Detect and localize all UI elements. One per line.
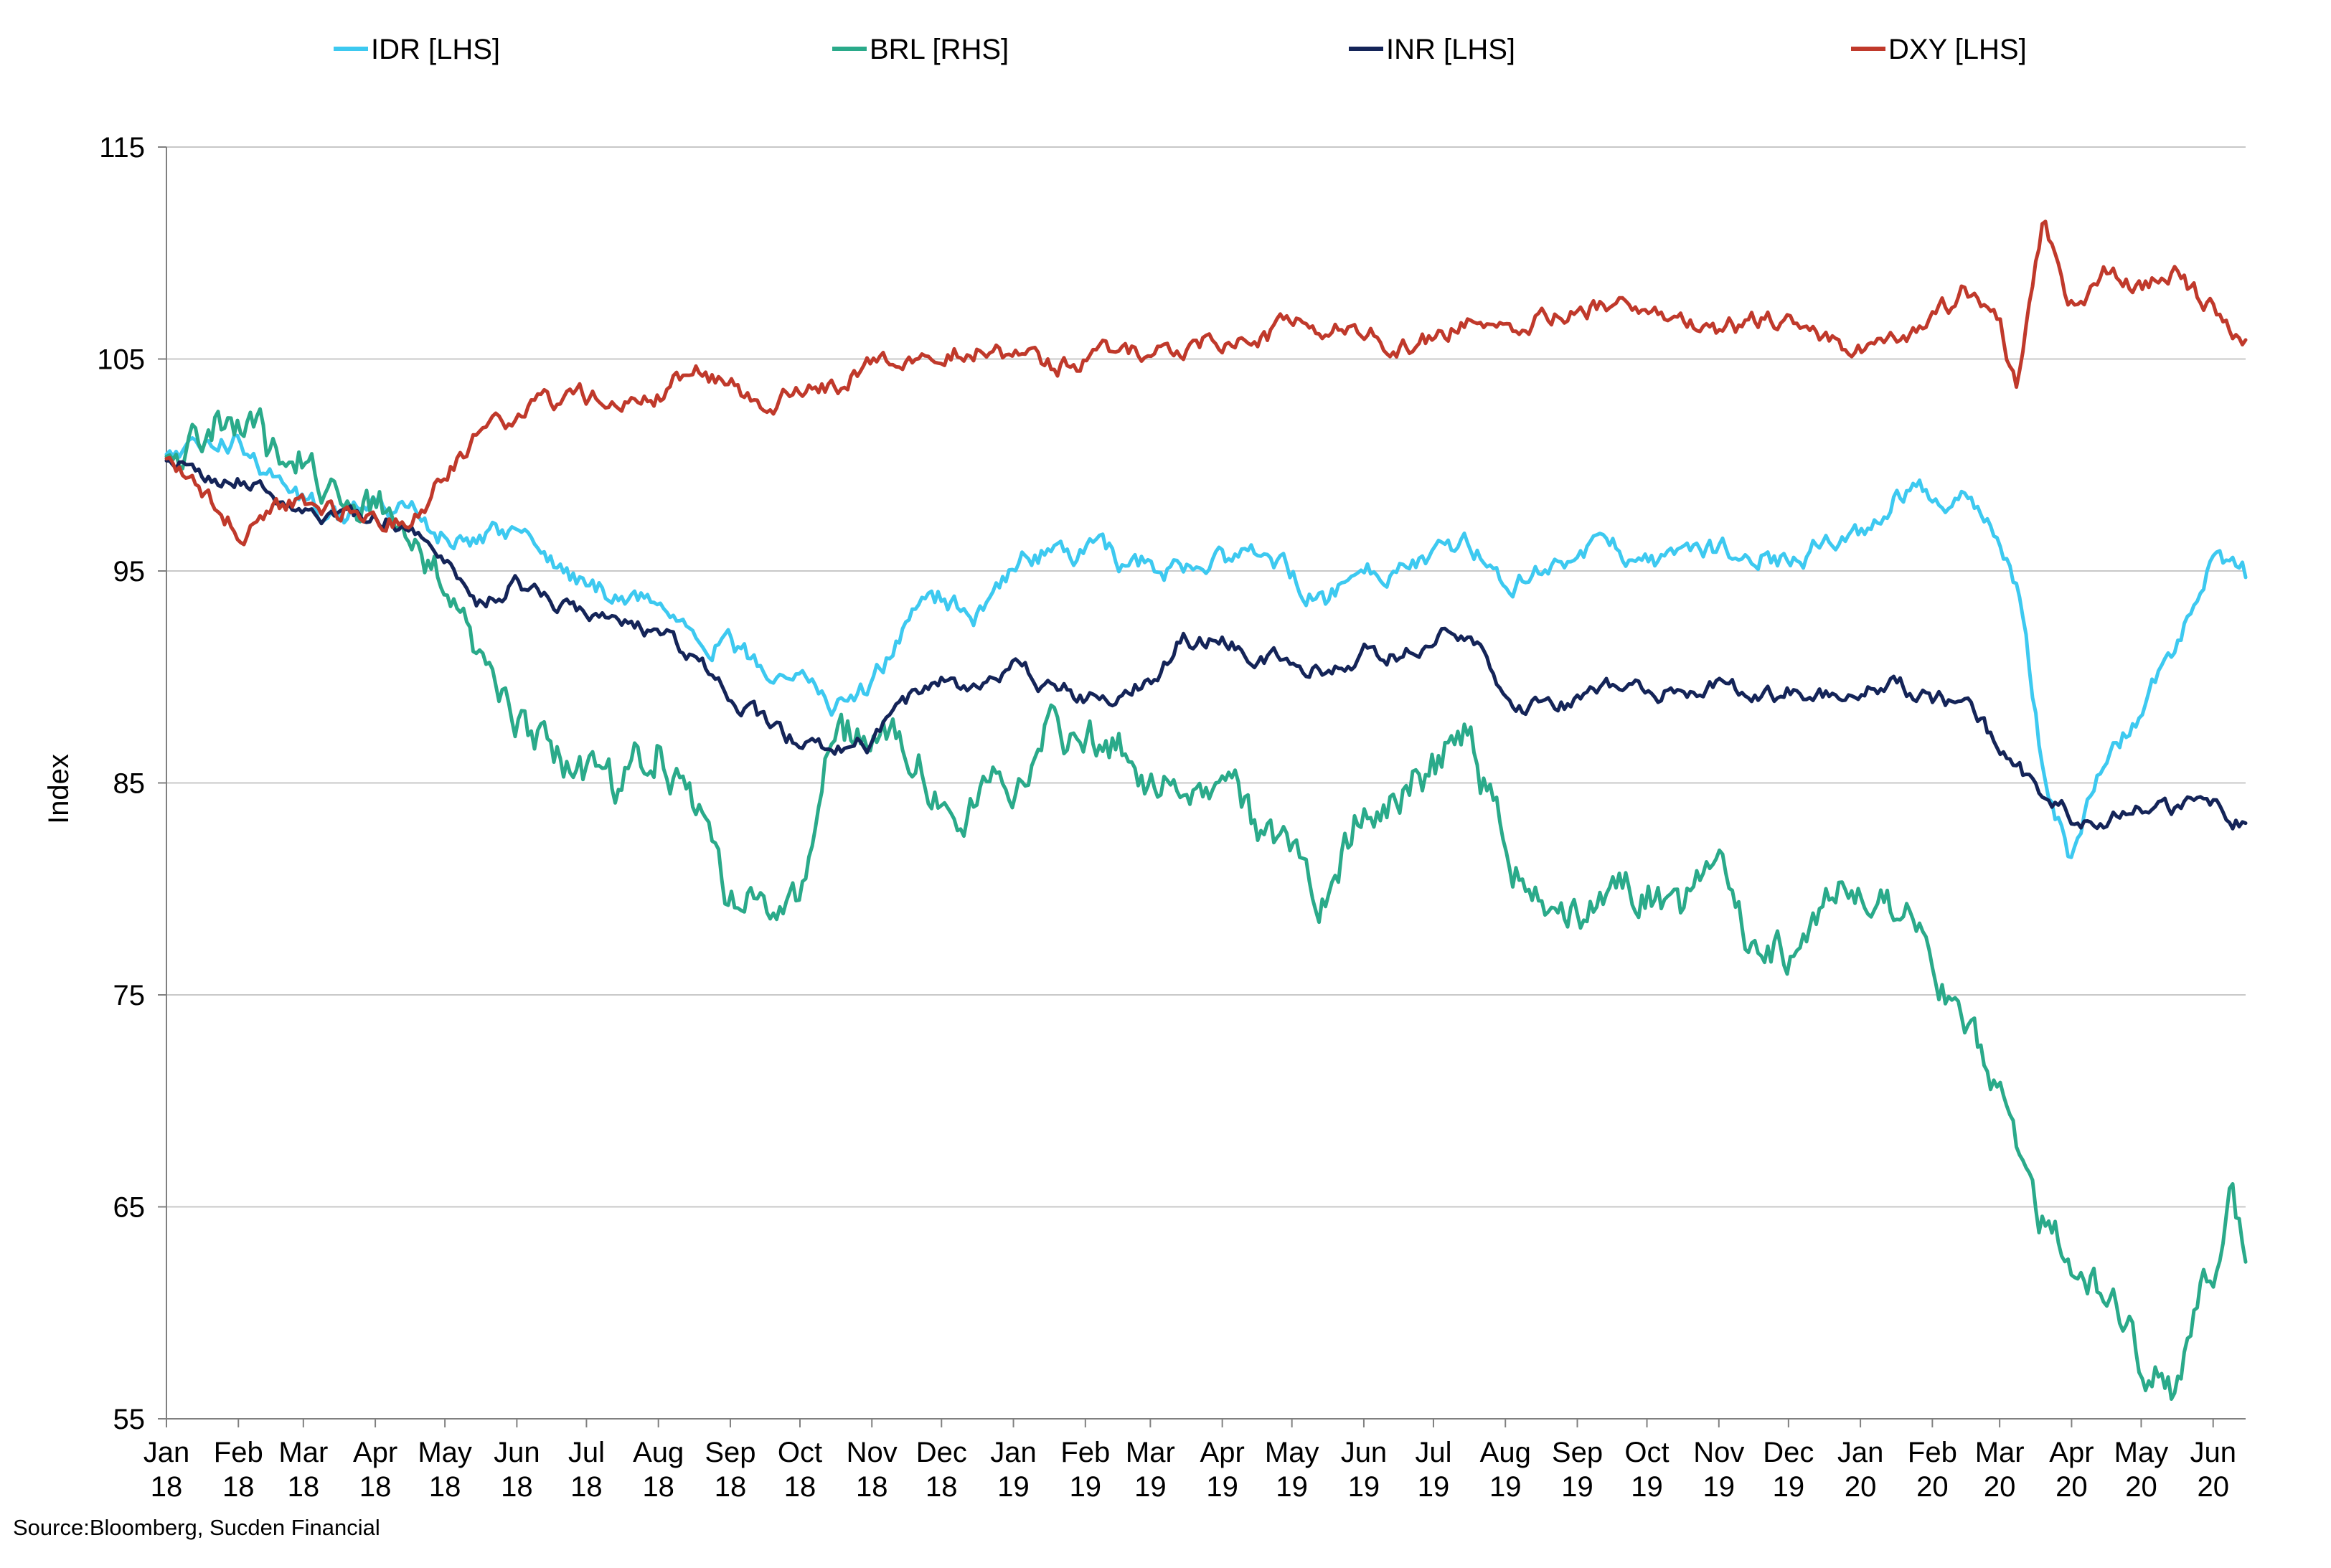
x-tick-label: Sep 19 [1552,1437,1603,1503]
x-tick-label: Jun 20 [2190,1437,2236,1503]
y-tick-label: 105 [97,344,145,376]
series-lines [164,219,2248,1401]
x-tick-label: Feb 20 [1908,1437,1957,1503]
x-tick-label: Sep 18 [705,1437,755,1503]
series-line-idr [164,433,2248,859]
source-note: Source:Bloomberg, Sucden Financial [13,1515,380,1540]
x-tick-label: Oct 18 [778,1437,822,1503]
x-tick-label: Jan 18 [143,1437,190,1503]
y-tick-label: 75 [113,980,146,1011]
x-tick-label: Jul 18 [568,1437,605,1503]
legend-label-dxy: DXY [LHS] [1888,34,2027,65]
y-tick-label: 115 [99,132,145,164]
x-tick-label: Oct 19 [1624,1437,1669,1503]
x-tick-label: May 19 [1265,1437,1319,1503]
x-tick-labels: Jan 18 Feb 18 Mar 18 Apr 18 May 18 Jun 18 Jul 18 Aug 18… [143,1437,2236,1503]
x-tick-label: Feb 18 [214,1437,263,1503]
x-tick-label: Apr 19 [1200,1437,1245,1503]
legend: IDR [LHS] BRL [RHS] INR [LHS] DXY [LHS] [334,34,2027,65]
x-tick-label: Aug 19 [1480,1437,1531,1503]
x-tick-label: Apr 20 [2049,1437,2094,1503]
x-tick-label: Nov 18 [847,1437,898,1503]
axes [158,146,2246,1427]
x-tick-label: Apr 18 [353,1437,397,1503]
series-line-inr [164,458,2248,831]
series-line-brl [164,407,2248,1401]
x-tick-label: Jun 18 [494,1437,540,1503]
x-tick-label: Mar 20 [1975,1437,2025,1503]
x-tick-label: Nov 19 [1693,1437,1744,1503]
y-tick-label: 55 [113,1404,146,1435]
x-tick-label: Jan 20 [1837,1437,1884,1503]
x-tick-label: Mar 19 [1126,1437,1175,1503]
series-line-dxy [164,219,2248,547]
gridlines [166,146,2246,1208]
legend-label-brl: BRL [RHS] [870,34,1009,65]
x-tick-label: Dec 18 [916,1437,967,1503]
y-tick-label: 95 [113,556,146,587]
y-axis-label: Index [43,754,75,824]
x-tick-label: Aug 18 [633,1437,684,1503]
x-tick-label: Feb 19 [1060,1437,1110,1503]
y-tick-labels: 55 65 75 85 95 105 115 [97,132,145,1435]
y-tick-label: 85 [113,768,146,800]
legend-label-inr: INR [LHS] [1386,34,1515,65]
x-tick-label: Jul 19 [1415,1437,1451,1503]
x-tick-label: Mar 18 [278,1437,328,1503]
y-tick-label: 65 [113,1192,146,1224]
x-tick-label: May 20 [2114,1437,2169,1503]
x-tick-label: Jun 19 [1341,1437,1388,1503]
x-tick-label: May 18 [418,1437,472,1503]
legend-label-idr: IDR [LHS] [371,34,500,65]
x-tick-label: Dec 19 [1763,1437,1814,1503]
x-tick-label: Jan 19 [990,1437,1037,1503]
